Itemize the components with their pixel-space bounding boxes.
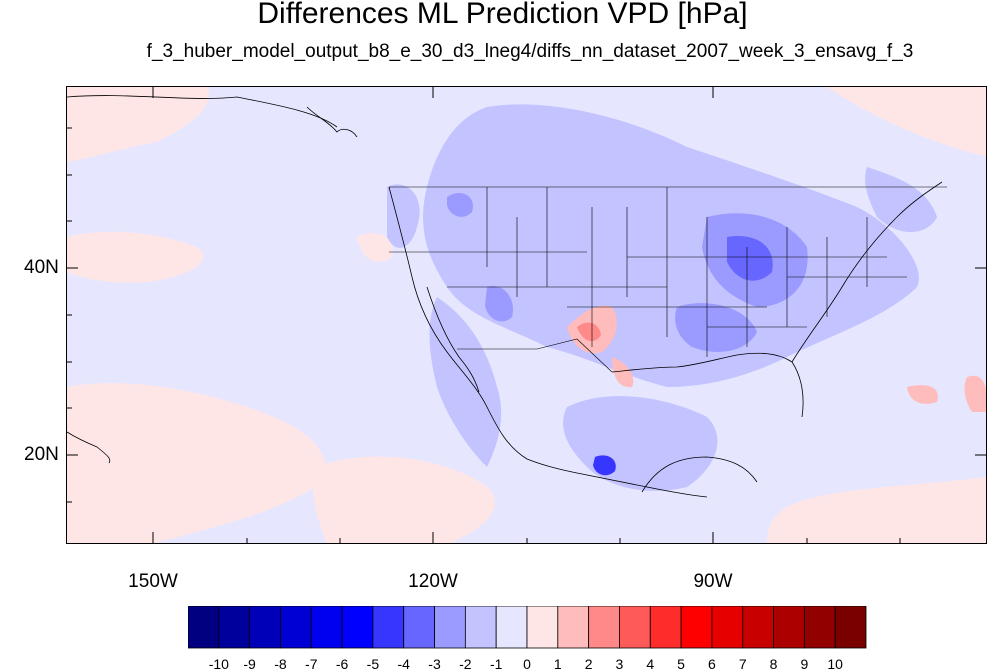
blue-region-west bbox=[387, 184, 420, 248]
colorbar-tick-label: -1 bbox=[489, 656, 503, 672]
blue-region-continent bbox=[423, 104, 919, 387]
coastlines bbox=[67, 95, 943, 498]
atlantic-coast bbox=[791, 181, 943, 363]
hawaii bbox=[67, 431, 111, 464]
colorbar-swatch bbox=[464, 606, 497, 649]
positive-field-regions bbox=[67, 87, 986, 543]
blue-region-mexico-strong bbox=[593, 455, 616, 476]
lat-label-40n: 40N bbox=[24, 257, 59, 278]
colorbar-swatch bbox=[526, 606, 559, 649]
colorbar-swatch bbox=[372, 606, 405, 649]
colorbar-swatch bbox=[280, 606, 312, 649]
colorbar-swatch bbox=[619, 606, 651, 649]
colorbar-tick-label: 0 bbox=[523, 656, 531, 672]
colorbar-tick-label: -7 bbox=[305, 656, 318, 672]
pink-region-northeast bbox=[827, 87, 986, 157]
map-canvas bbox=[67, 87, 986, 543]
blue-region-southwest bbox=[485, 286, 513, 322]
colorbar-tick-label: 6 bbox=[708, 656, 716, 672]
political-borders bbox=[389, 186, 947, 373]
map-panel bbox=[66, 86, 987, 544]
colorbar-tick-label: -8 bbox=[274, 656, 287, 672]
colorbar-swatch bbox=[773, 606, 805, 649]
colorbar-swatch bbox=[188, 606, 220, 649]
red-region-coast bbox=[612, 357, 634, 388]
colorbar-swatch bbox=[310, 606, 343, 649]
colorbar-tick-label: -3 bbox=[428, 656, 441, 672]
colorbar-tick-label: -6 bbox=[335, 656, 349, 672]
state-borders-horizontal bbox=[389, 251, 907, 328]
alaska-coast bbox=[67, 95, 338, 128]
colorbar-swatch bbox=[403, 606, 435, 649]
red-region-atlantic bbox=[907, 385, 938, 404]
tick-marks bbox=[66, 86, 987, 544]
colorbar-tick-label: -4 bbox=[397, 656, 410, 672]
blue-region-midwest-strong bbox=[727, 236, 773, 281]
plot-title: Differences ML Prediction VPD [hPa] bbox=[257, 0, 748, 30]
lat-label-20n: 20N bbox=[24, 444, 59, 465]
lon-label-120w: 120W bbox=[408, 571, 458, 592]
colorbar bbox=[188, 606, 867, 649]
red-region-texas-strong bbox=[577, 322, 601, 342]
colorbar-tick-label: 7 bbox=[738, 656, 747, 672]
colorbar-tick-label: 1 bbox=[553, 656, 562, 672]
blue-region-southeast bbox=[675, 303, 757, 352]
colorbar-tick-label: 9 bbox=[800, 656, 809, 672]
lon-label-90w: 90W bbox=[693, 571, 733, 592]
colorbar-tick-label: 2 bbox=[584, 656, 593, 672]
colorbar-swatch bbox=[649, 606, 682, 649]
colorbar-swatch bbox=[495, 606, 528, 649]
us-mexico-border bbox=[457, 338, 613, 373]
colorbar-tick-label: 4 bbox=[646, 656, 655, 672]
colorbar-swatch bbox=[742, 606, 774, 649]
colorbar-swatch bbox=[834, 606, 867, 649]
blue-region-baja bbox=[429, 297, 502, 467]
colorbar-swatch bbox=[249, 606, 281, 649]
colorbar-tick-label: 10 bbox=[827, 656, 843, 672]
colorbar-swatch bbox=[341, 606, 374, 649]
colorbar-tick-label: 5 bbox=[677, 656, 685, 672]
pink-region-small bbox=[357, 233, 393, 262]
yucatan-coast bbox=[641, 456, 758, 493]
plot-subtitle: f_3_huber_model_output_b8_e_30_d3_lneg4/… bbox=[146, 41, 914, 62]
colorbar-swatch bbox=[588, 606, 620, 649]
colorbar-swatch bbox=[680, 606, 713, 649]
blue-region-northeast bbox=[865, 167, 937, 232]
gulf-coast bbox=[611, 352, 804, 418]
colorbar-tick-label: -9 bbox=[243, 656, 256, 672]
pacific-coast bbox=[388, 186, 708, 498]
pink-region-atlantic-south bbox=[767, 477, 986, 543]
blue-region-rockies bbox=[447, 192, 473, 217]
pink-region-mid-pacific bbox=[67, 231, 204, 283]
baja-coast bbox=[426, 286, 480, 393]
colorbar-tick-label: 8 bbox=[769, 656, 778, 672]
colorbar-swatch bbox=[803, 606, 836, 649]
negative-field-regions bbox=[387, 104, 937, 491]
pink-region-south-pacific bbox=[67, 383, 327, 543]
colorbar-swatch bbox=[434, 606, 466, 649]
pink-region-north-pacific bbox=[67, 87, 209, 162]
alaska-panhandle bbox=[306, 106, 358, 138]
pink-region-southeast bbox=[312, 456, 495, 543]
colorbar-tick-label: -2 bbox=[459, 656, 472, 672]
colorbar-tick-label: -5 bbox=[366, 656, 380, 672]
colorbar-swatch bbox=[218, 606, 251, 649]
colorbar-tick-label: 3 bbox=[615, 656, 624, 672]
colorbar-swatch bbox=[557, 606, 590, 649]
colorbar-tick-label: -10 bbox=[208, 656, 229, 672]
red-region-atlantic-east bbox=[964, 375, 986, 412]
colorbar-swatch bbox=[711, 606, 744, 649]
lon-label-150w: 150W bbox=[128, 571, 178, 592]
